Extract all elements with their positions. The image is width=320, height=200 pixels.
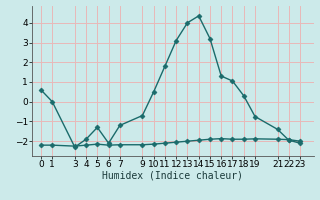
X-axis label: Humidex (Indice chaleur): Humidex (Indice chaleur) — [102, 171, 243, 181]
